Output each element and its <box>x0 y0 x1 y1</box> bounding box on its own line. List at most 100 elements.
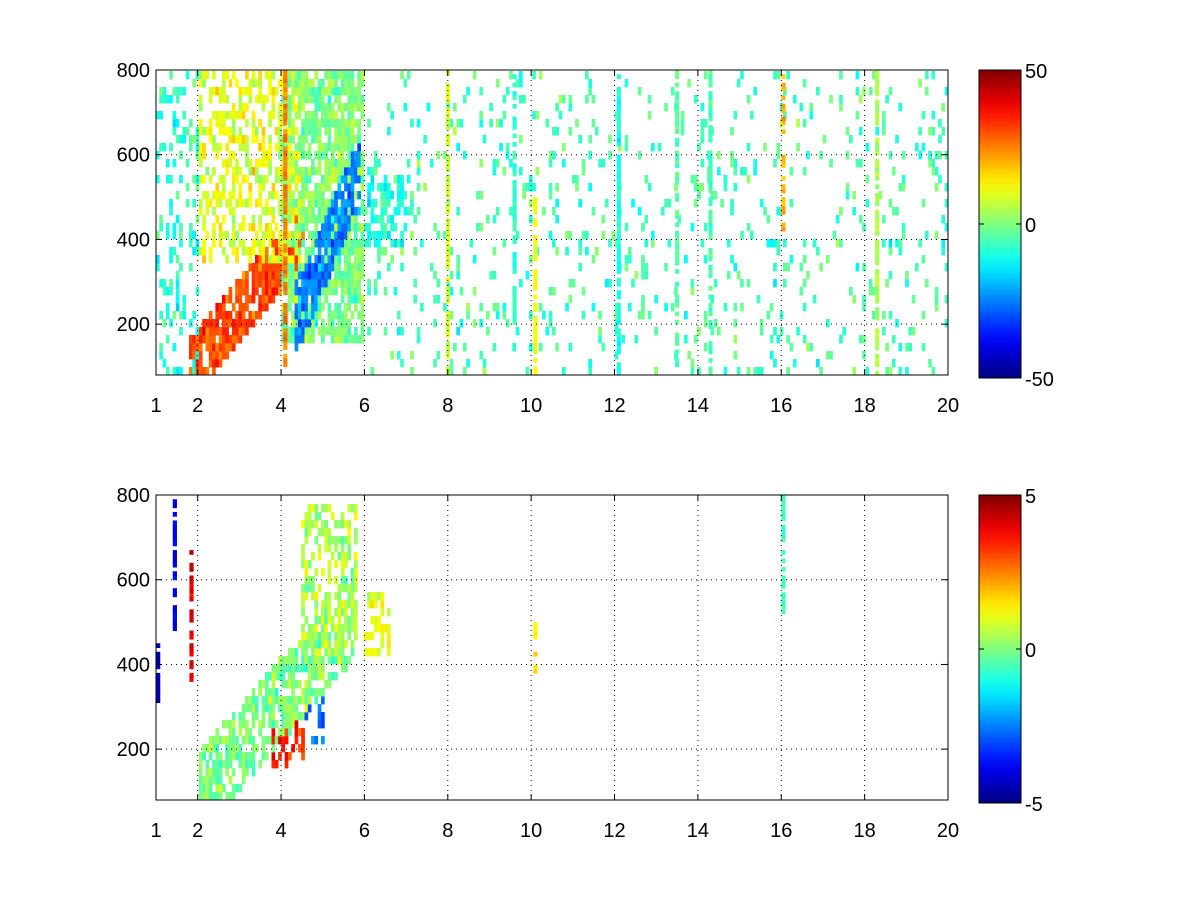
heat-cell <box>212 207 216 216</box>
heat-cell <box>297 207 302 216</box>
heat-cell <box>169 319 173 328</box>
x-tick-label: 18 <box>854 395 876 417</box>
streak-cell <box>533 243 538 249</box>
heat-cell <box>825 319 830 328</box>
heat-cell <box>568 343 573 352</box>
heat-cell <box>301 95 305 104</box>
heat-cell <box>202 79 206 88</box>
heat-cell <box>225 335 229 344</box>
heat-cell <box>505 87 510 96</box>
heat-cell <box>327 231 332 240</box>
heat-cell <box>568 103 573 112</box>
heat-cell <box>614 311 619 320</box>
heat-cell <box>288 728 292 737</box>
streak-cell <box>708 226 713 232</box>
streak-cell <box>875 201 880 207</box>
heat-cell <box>330 111 335 120</box>
heat-cell <box>324 111 328 120</box>
heat-cell <box>297 199 302 208</box>
heat-cell <box>251 696 256 705</box>
heat-cell <box>175 87 180 96</box>
heat-cell <box>773 71 777 80</box>
heat-cell <box>614 111 619 120</box>
heat-cell <box>819 367 823 376</box>
heat-cell <box>410 207 414 216</box>
heat-cell <box>307 319 312 328</box>
heat-cell <box>301 287 305 296</box>
heat-cell <box>377 255 381 264</box>
heat-cell <box>340 71 345 80</box>
streak-cell <box>616 366 621 372</box>
heat-cell <box>350 143 355 152</box>
streak-cell <box>875 175 880 181</box>
heat-cell <box>291 335 295 344</box>
heat-cell <box>555 343 559 352</box>
heat-cell <box>601 215 606 224</box>
streak-cell <box>616 260 621 266</box>
heat-cell <box>251 720 256 729</box>
heat-cell <box>357 175 361 184</box>
heat-cell <box>334 648 338 657</box>
heat-cell <box>515 327 520 336</box>
heat-cell <box>301 632 305 641</box>
heat-cell <box>324 87 328 96</box>
streak-cell <box>616 294 621 300</box>
heat-cell <box>337 520 342 529</box>
streak-cell <box>708 125 713 130</box>
heat-cell <box>327 576 332 585</box>
heat-cell <box>528 255 533 264</box>
heat-cell <box>231 151 236 160</box>
heat-cell <box>330 616 335 625</box>
heat-cell <box>255 239 259 248</box>
heat-cell <box>165 159 170 168</box>
heat-cell <box>159 215 163 224</box>
streak-cell <box>445 91 450 96</box>
heat-cell <box>373 231 378 240</box>
heat-cell <box>350 159 355 168</box>
heat-cell <box>185 199 190 208</box>
streak-cell <box>512 286 517 291</box>
heat-cell <box>360 335 365 344</box>
heat-cell <box>321 712 325 721</box>
heat-cell <box>264 95 269 104</box>
heat-cell <box>238 183 243 192</box>
heat-cell <box>208 119 213 128</box>
heat-cell <box>222 159 226 168</box>
heat-cell <box>330 167 335 176</box>
heat-cell <box>228 135 233 144</box>
heat-cell <box>835 239 840 248</box>
heat-cell <box>301 311 305 320</box>
streak-cell <box>445 201 450 207</box>
heat-cell <box>872 71 876 80</box>
streak-cell <box>283 273 288 279</box>
heat-cell <box>245 728 249 737</box>
streak-cell <box>708 264 713 270</box>
heat-cell <box>479 159 484 168</box>
heat-cell <box>231 752 236 761</box>
heat-cell <box>354 608 358 617</box>
heat-cell <box>304 175 309 184</box>
heat-cell <box>294 287 299 296</box>
heat-cell <box>324 624 328 633</box>
heat-cell <box>288 183 292 192</box>
heat-cell <box>195 127 200 136</box>
heat-cell <box>304 568 309 577</box>
heat-cell <box>588 359 592 368</box>
heat-cell <box>885 279 889 288</box>
heat-cell <box>314 520 319 529</box>
heat-cell <box>294 279 299 288</box>
heat-cell <box>334 271 338 280</box>
heat-cell <box>330 279 335 288</box>
heat-cell <box>288 271 292 280</box>
heat-cell <box>373 600 378 609</box>
heat-cell <box>301 143 305 152</box>
heat-cell <box>228 199 233 208</box>
heat-cell <box>274 143 279 152</box>
heat-cell <box>288 335 292 344</box>
streak-cell <box>172 575 177 581</box>
streak-cell <box>283 336 288 342</box>
heat-cell <box>700 239 705 248</box>
heat-cell <box>944 223 949 232</box>
heat-cell <box>330 335 335 344</box>
heat-cell <box>222 303 226 312</box>
